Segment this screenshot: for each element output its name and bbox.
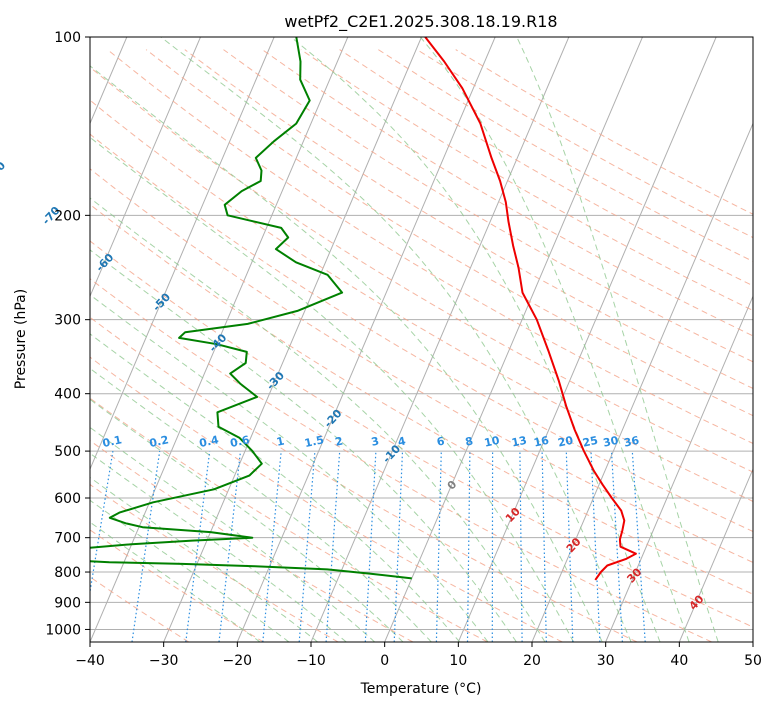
isotherm-gridline: [531, 122, 753, 642]
y-axis-label: Pressure (hPa): [13, 289, 29, 389]
dry-adiabat: [90, 203, 753, 595]
dry-adiabat: [90, 99, 753, 502]
y-tick-label: 400: [54, 387, 81, 403]
data-lines: [90, 37, 637, 581]
x-tick-label: 50: [744, 653, 762, 669]
isotherm-gridline: [384, 37, 643, 642]
y-tick-label: 800: [54, 565, 81, 581]
moist-adiabat: [90, 197, 546, 642]
dry-adiabat: [300, 49, 753, 312]
y-tick-label: 500: [54, 444, 81, 460]
mixing-ratio-label: 20: [557, 434, 575, 450]
temperature-line: [424, 37, 637, 581]
y-tick-label: 900: [54, 595, 81, 611]
y-tick-label: 700: [54, 531, 81, 547]
moist-adiabat: [90, 65, 603, 642]
x-tick-label: 30: [597, 653, 615, 669]
x-tick-label: 10: [449, 653, 467, 669]
mixing-ratio-label: 0.1: [101, 433, 123, 450]
mixing-ratio-label: 1.5: [303, 433, 325, 450]
dry-adiabat: [90, 133, 753, 533]
dry-adiabat: [90, 356, 563, 642]
mixing-ratio-label: 10: [483, 434, 501, 450]
dry-adiabat: [261, 49, 753, 337]
moist-adiabat: [90, 426, 376, 642]
mixing-ratio-label: 0.4: [198, 433, 220, 450]
mixing-ratio-label: 4: [397, 434, 408, 448]
x-tick-label: −30: [149, 653, 179, 669]
moist-adiabat: [90, 333, 461, 642]
isotherm-gridline: [605, 295, 753, 642]
dry-adiabat: [90, 440, 414, 642]
mixing-ratio-label: 30: [602, 434, 620, 450]
mixing-ratio-label: 8: [464, 435, 474, 449]
mixing-ratio-label: 25: [581, 434, 599, 450]
dry-adiabat: [90, 168, 753, 563]
moist-adiabat: [90, 521, 261, 642]
mixing-ratio-label: 3: [370, 435, 380, 449]
x-tick-label: −10: [296, 653, 326, 669]
background-lines: [90, 37, 753, 642]
x-tick-label: 40: [670, 653, 688, 669]
dry-adiabat: [90, 240, 753, 628]
mixing-ratio-label: 1: [275, 435, 285, 449]
mixing-ratio-label: 16: [532, 434, 550, 450]
isotherm-gridline: [457, 37, 717, 642]
isotherm-gridline: [236, 37, 496, 642]
dewpoint-line: [90, 37, 412, 580]
dry-adiabat: [107, 49, 753, 445]
moist-adiabat: [90, 294, 489, 642]
mixing-ratio-line: [218, 451, 242, 642]
mixing-ratio-label: 2: [334, 435, 344, 449]
moist-adiabat: [290, 37, 661, 642]
moist-adiabat: [90, 398, 404, 642]
moist-adiabat: [90, 452, 347, 642]
x-axis-label: Temperature (°C): [360, 681, 482, 697]
isotherm-label: -80: [0, 159, 8, 183]
axes: −40 −30 −20 −10 0 10 20 30 40 5010020030040050060…: [45, 30, 762, 669]
moist-adiabat: [90, 476, 318, 642]
mixing-ratio-label: 0.2: [148, 433, 170, 450]
y-tick-label: 300: [54, 313, 81, 329]
isotherm-gridline: [90, 37, 201, 298]
dry-adiabat: [90, 278, 712, 642]
x-tick-label: 0: [380, 653, 389, 669]
mixing-ratio-label: 36: [623, 434, 641, 450]
dry-adiabat: [90, 483, 339, 642]
moist-adiabat: [419, 37, 690, 642]
dry-adiabat: [90, 66, 753, 473]
isotherm-gridline: [163, 37, 422, 642]
mixing-ratio-label: 0.6: [229, 433, 251, 450]
mixing-ratio-label: 13: [510, 434, 528, 450]
moist-adiabat: [516, 37, 719, 642]
moist-adiabat: [90, 367, 432, 642]
mixing-ratio-label: 6: [436, 434, 447, 448]
x-tick-label: 20: [523, 653, 541, 669]
chart-title: wetPf2_C2E1.2025.308.18.19.R18: [284, 12, 557, 32]
dry-adiabat: [145, 49, 753, 417]
moist-adiabat: [90, 136, 575, 642]
moist-adiabat: [160, 37, 632, 642]
mixing-ratio-line: [131, 451, 161, 642]
y-tick-label: 200: [54, 208, 81, 224]
isotherm-gridline: [90, 37, 275, 471]
y-tick-label: 100: [54, 30, 81, 46]
mixing-ratio-line: [185, 451, 211, 642]
x-tick-label: −20: [223, 653, 253, 669]
dry-adiabat: [90, 316, 638, 642]
x-tick-label: −40: [75, 653, 105, 669]
plot-frame: [89, 36, 754, 643]
isotherm-gridline: [90, 37, 349, 642]
isotherm-gridline: [678, 467, 753, 642]
y-tick-label: 1000: [45, 622, 81, 638]
moist-adiabat: [90, 499, 290, 642]
y-tick-label: 600: [54, 491, 81, 507]
